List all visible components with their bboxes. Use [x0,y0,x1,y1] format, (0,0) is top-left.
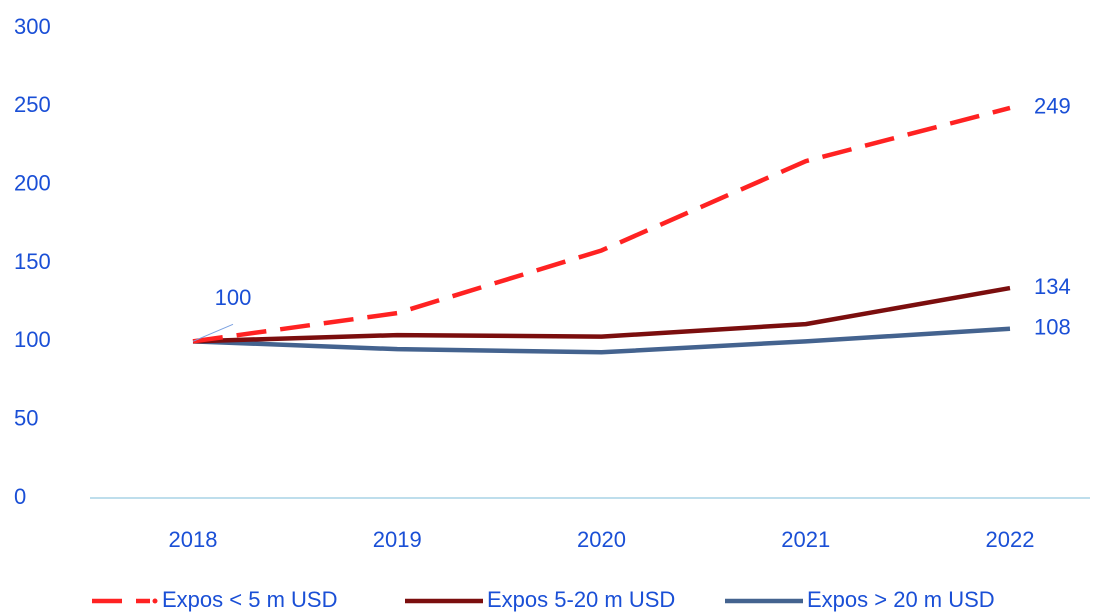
series-line [192,285,1011,344]
series-line [192,105,1011,344]
y-tick-label: 300 [14,14,51,39]
x-tick-label: 2019 [373,527,422,552]
x-tick-label: 2022 [986,527,1035,552]
y-tick-label: 50 [14,405,38,430]
y-tick-label: 150 [14,249,51,274]
data-label: 134 [1034,274,1071,299]
x-tick-label: 2021 [781,527,830,552]
legend-swatch-dot [152,598,158,604]
data-label: 249 [1034,94,1071,119]
legend-label: Expos < 5 m USD [162,587,337,612]
data-label: 108 [1034,315,1071,340]
leader-line [192,323,234,342]
x-tick-label: 2020 [577,527,626,552]
y-tick-label: 0 [14,484,26,509]
legend-label: Expos > 20 m USD [807,587,995,612]
y-tick-label: 200 [14,170,51,195]
data-label: 100 [215,285,252,310]
y-tick-label: 250 [14,92,51,117]
x-tick-label: 2018 [169,527,218,552]
legend-label: Expos 5-20 m USD [487,587,675,612]
series-line [192,326,1011,355]
y-tick-label: 100 [14,327,51,352]
